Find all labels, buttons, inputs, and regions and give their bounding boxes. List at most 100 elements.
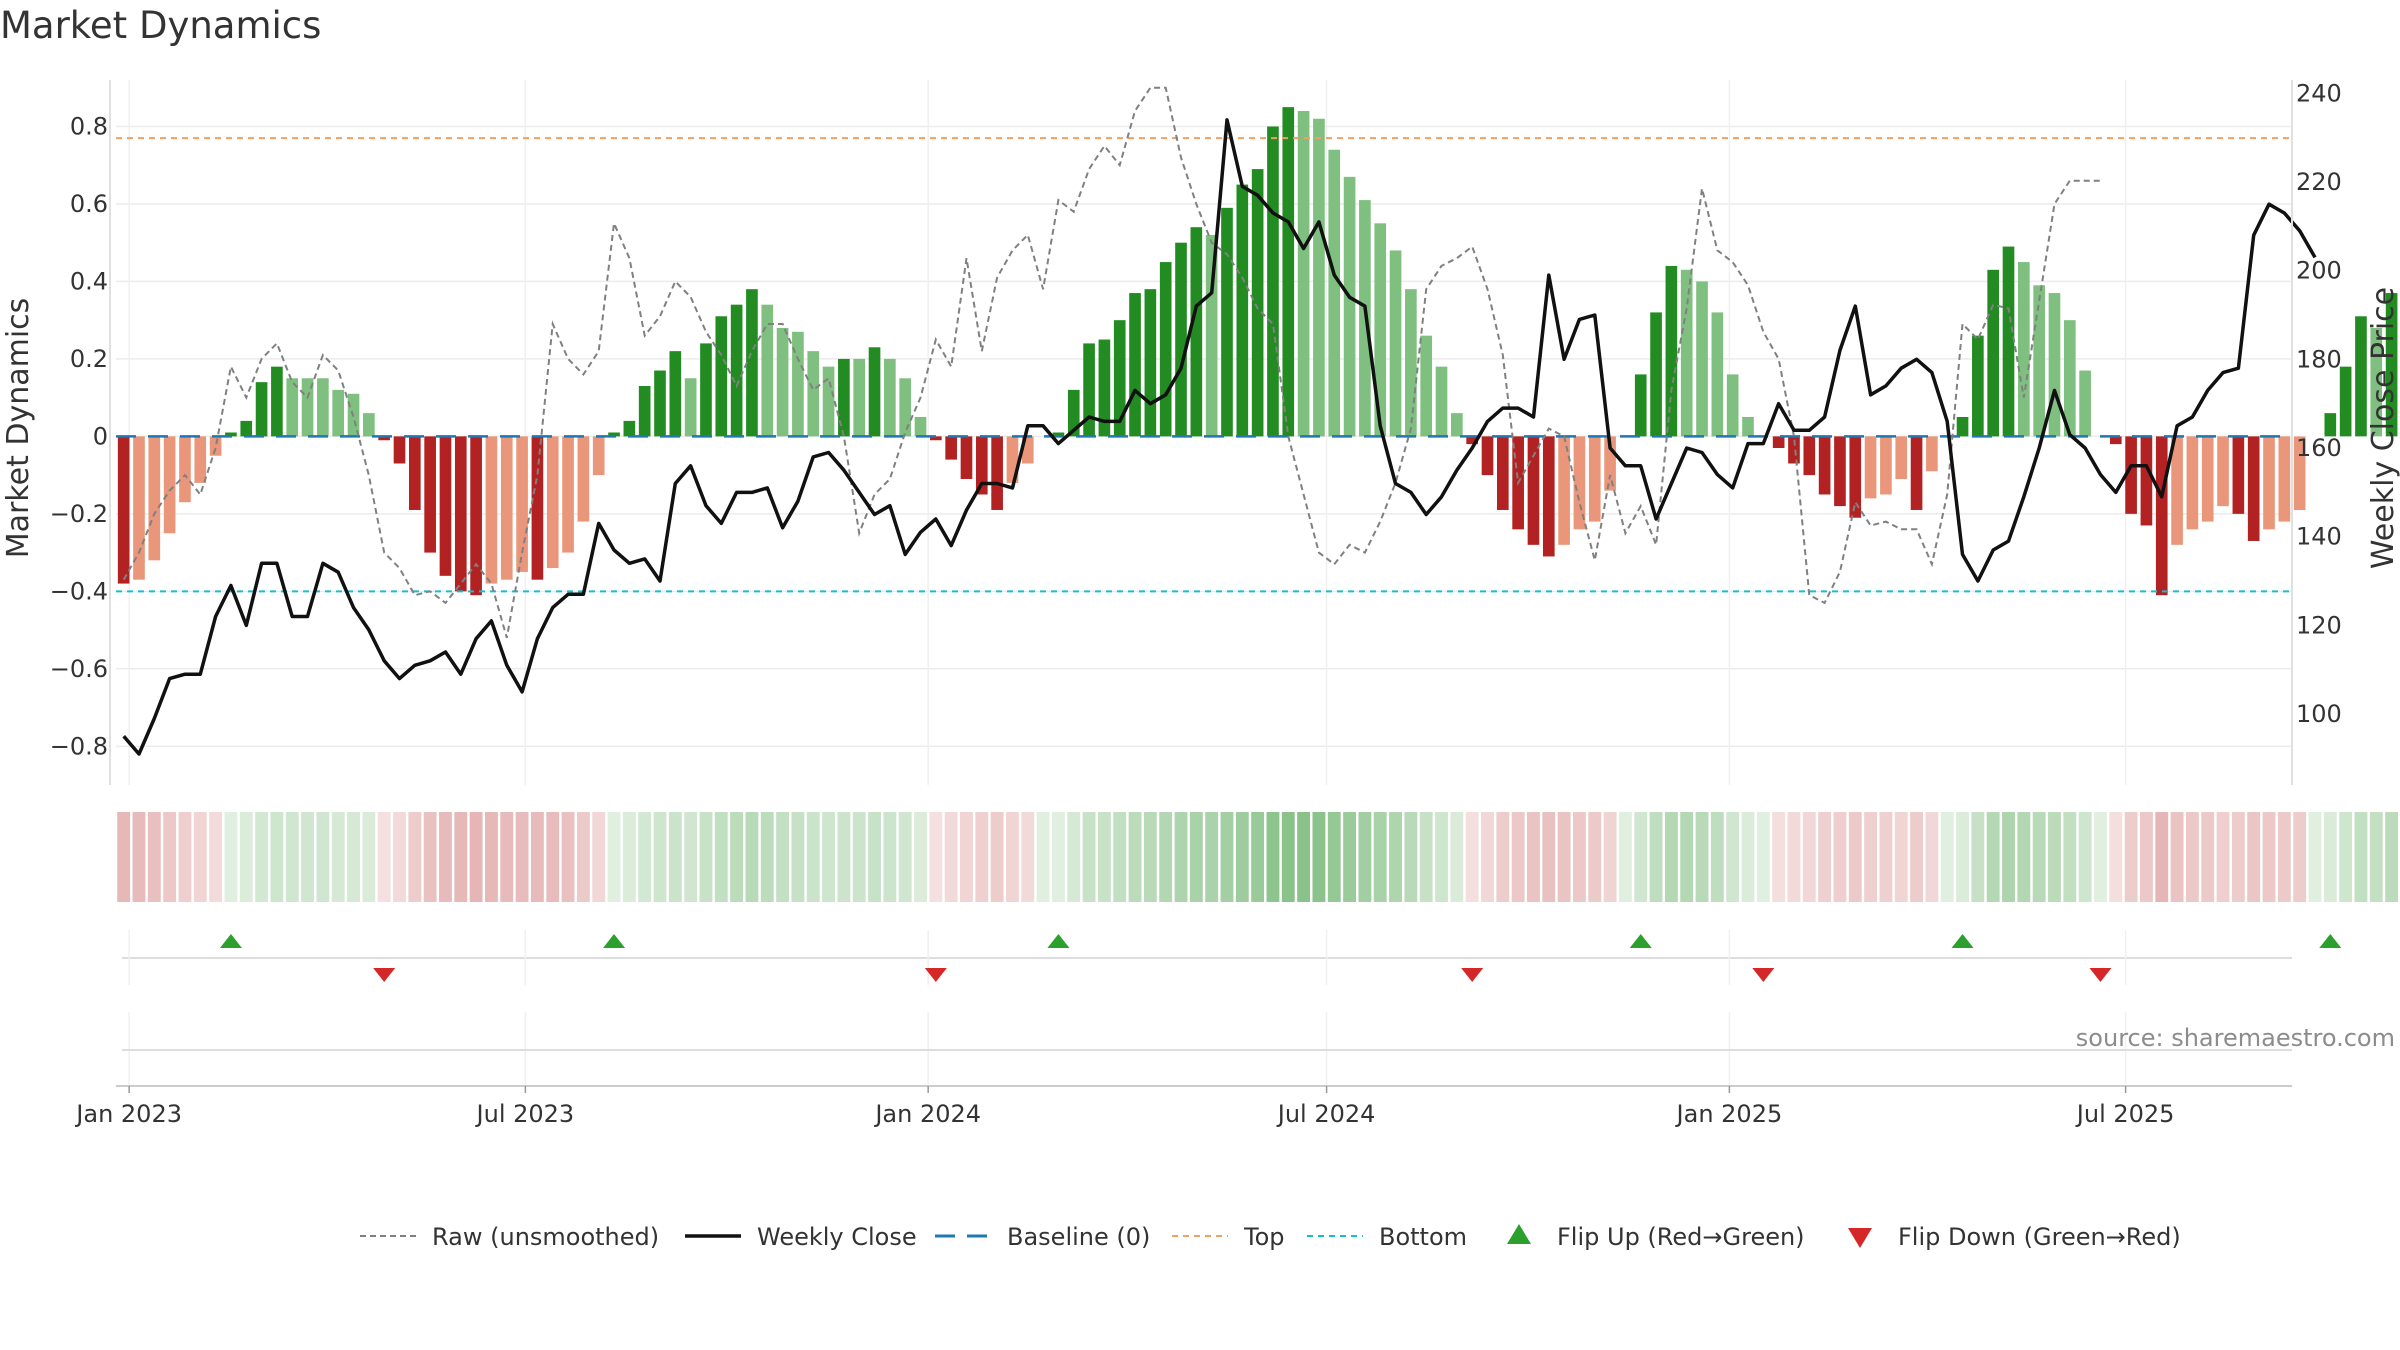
regime-cell [1205, 812, 1219, 902]
dynamics-bar [439, 436, 452, 576]
dynamics-bar [2048, 293, 2061, 437]
raw-line [122, 86, 2101, 639]
regime-cell [776, 812, 790, 902]
dynamics-bar [2018, 262, 2030, 437]
regime-cell [2032, 812, 2046, 902]
y-left-tick-label: 0.8 [70, 112, 108, 140]
regime-cell [1496, 812, 1510, 902]
dynamics-bar [1083, 343, 1095, 437]
regime-cell [2231, 812, 2245, 902]
dynamics-bar [715, 316, 728, 437]
regime-cell [2109, 812, 2123, 902]
regime-cell [1358, 812, 1372, 902]
regime-cell [806, 812, 820, 902]
regime-cell [1971, 812, 1985, 902]
regime-cell [530, 812, 544, 902]
dynamics-bar [945, 436, 957, 460]
regime-cell [2247, 812, 2261, 902]
regime-cell [944, 812, 958, 902]
y-axis-left-label: Market Dynamics [1, 298, 36, 559]
regime-cell [883, 812, 897, 902]
regime-cell [1603, 812, 1617, 902]
regime-cell [622, 812, 636, 902]
dynamics-bar [1496, 436, 1509, 510]
dynamics-bar [2002, 246, 2015, 437]
regime-cell [117, 812, 131, 902]
regime-cell [837, 812, 851, 902]
dynamics-bar [2033, 285, 2045, 437]
dynamics-bar [240, 420, 253, 437]
dynamics-bar [1175, 242, 1187, 437]
regime-cell [132, 812, 146, 902]
regime-cell [1925, 812, 1939, 902]
dynamics-bar [2155, 436, 2168, 596]
y-left-tick-label: −0.6 [50, 655, 108, 683]
regime-cell [745, 812, 759, 902]
dynamics-bar [1221, 207, 1233, 437]
y-right-tick-label: 160 [2296, 434, 2342, 462]
x-tick-label: Jul 2025 [2075, 1100, 2175, 1128]
dynamics-bar [133, 436, 145, 580]
regime-cell [1067, 812, 1081, 902]
regime-cell [960, 812, 973, 902]
regime-cell [1373, 812, 1387, 902]
regime-cell [576, 812, 590, 902]
dynamics-bar [2247, 436, 2260, 541]
regime-cell [1389, 812, 1402, 902]
dynamics-bar [1803, 436, 1816, 476]
regime-cell [316, 812, 330, 902]
dynamics-bar [1788, 436, 1800, 464]
dynamics-bar [623, 420, 636, 437]
source-note: source: sharemaestro.com [2076, 1024, 2395, 1052]
dynamics-bar [1772, 436, 1785, 448]
dynamics-bar [1205, 234, 1218, 437]
chart-title: Market Dynamics [0, 4, 321, 47]
dynamics-bar [1696, 281, 1708, 437]
dynamics-bar [2339, 366, 2352, 437]
flip-up-marker [603, 934, 626, 948]
regime-cell [1235, 812, 1249, 902]
dynamics-bar [761, 304, 774, 437]
regime-cell [1343, 812, 1357, 902]
regime-cell [1404, 812, 1418, 902]
regime-cell [2017, 812, 2031, 902]
dynamics-bar [1190, 227, 1203, 437]
dynamics-bar [1956, 417, 1969, 437]
regime-cell [1542, 812, 1556, 902]
regime-cell [2339, 812, 2353, 902]
regime-cell [592, 812, 606, 902]
legend-label-bottom: Bottom [1379, 1223, 1467, 1251]
y-right-tick-label: 100 [2296, 700, 2342, 728]
dynamics-bar [1588, 436, 1601, 522]
flip-down-marker [2089, 968, 2112, 982]
flip-up-marker [1629, 934, 1652, 948]
regime-cell [1297, 812, 1311, 902]
legend-label-flip_up: Flip Up (Red→Green) [1557, 1223, 1805, 1251]
dynamics-bar [807, 351, 820, 437]
regime-cell [1159, 812, 1173, 902]
dynamics-bar [2171, 436, 2183, 545]
dynamics-bar [1650, 312, 1662, 437]
dynamics-bar [960, 436, 973, 479]
dynamics-bar [1880, 436, 1892, 495]
dynamics-bar [792, 331, 804, 437]
regime-cell [1220, 812, 1234, 902]
x-tick-label: Jan 2023 [74, 1100, 182, 1128]
dynamics-bar [868, 347, 881, 437]
regime-cell [423, 812, 437, 902]
regime-strip [117, 812, 2399, 902]
regime-cell [1910, 812, 1923, 902]
regime-cell [193, 812, 207, 902]
regime-cell [898, 812, 912, 902]
legend-label-baseline: Baseline (0) [1007, 1223, 1150, 1251]
dynamics-bar [1297, 110, 1310, 437]
dynamics-bar [608, 432, 620, 437]
dynamics-bar [225, 432, 237, 437]
regime-cell [377, 812, 391, 902]
regime-cell [1435, 812, 1448, 902]
flip-down-marker [1461, 968, 1484, 982]
dynamics-bar [1451, 413, 1463, 437]
dynamics-bar [1726, 374, 1739, 437]
y-left-tick-label: 0 [93, 422, 108, 450]
dynamics-bar [470, 436, 482, 596]
